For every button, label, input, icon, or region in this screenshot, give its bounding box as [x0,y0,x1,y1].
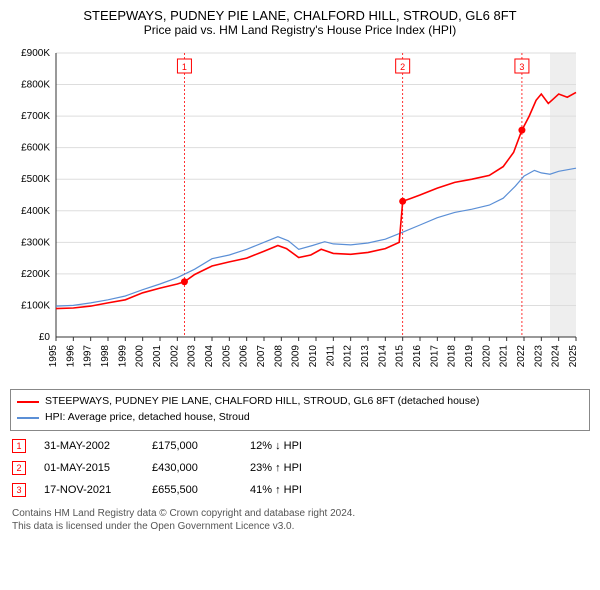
footnote: Contains HM Land Registry data © Crown c… [12,507,588,533]
sale-delta: 12% ↓ HPI [250,440,340,452]
chart-title: STEEPWAYS, PUDNEY PIE LANE, CHALFORD HIL… [8,8,592,23]
svg-text:2010: 2010 [308,345,319,368]
svg-text:£700K: £700K [21,111,50,122]
sale-row: 1 31-MAY-2002 £175,000 12% ↓ HPI [8,435,592,457]
svg-text:£100K: £100K [21,300,50,311]
svg-text:£300K: £300K [21,237,50,248]
svg-text:2006: 2006 [239,345,250,368]
sale-price: £655,500 [152,484,232,496]
svg-text:£900K: £900K [21,48,50,59]
svg-text:2011: 2011 [325,345,336,367]
svg-text:2016: 2016 [412,345,423,368]
svg-text:1995: 1995 [48,345,59,368]
svg-text:2001: 2001 [152,345,163,368]
svg-text:2007: 2007 [256,345,267,368]
sale-date: 31-MAY-2002 [44,440,134,452]
sale-delta: 41% ↑ HPI [250,484,340,496]
sale-price: £430,000 [152,462,232,474]
sale-row: 3 17-NOV-2021 £655,500 41% ↑ HPI [8,479,592,501]
svg-text:2004: 2004 [204,345,215,368]
line-chart-svg: £0 £100K £200K £300K £400K £500K £600K £700K £80… [8,43,588,383]
sale-price: £175,000 [152,440,232,452]
sale-marker-icon: 2 [12,461,26,475]
svg-text:2021: 2021 [499,345,510,368]
chart-area: £0 £100K £200K £300K £400K £500K £600K £700K £80… [8,43,588,383]
legend-swatch [17,417,39,419]
svg-text:£200K: £200K [21,269,50,280]
svg-text:£800K: £800K [21,80,50,91]
svg-text:2023: 2023 [533,345,544,368]
sale-date: 01-MAY-2015 [44,462,134,474]
svg-text:3: 3 [519,62,524,72]
svg-text:£600K: £600K [21,143,50,154]
svg-text:2: 2 [400,62,405,72]
legend-label: STEEPWAYS, PUDNEY PIE LANE, CHALFORD HIL… [45,394,479,410]
svg-text:2003: 2003 [187,345,198,368]
svg-text:2009: 2009 [291,345,302,368]
svg-text:1996: 1996 [65,345,76,368]
legend-swatch [17,401,39,403]
footnote-line: Contains HM Land Registry data © Crown c… [12,507,588,520]
svg-text:1: 1 [182,62,187,72]
svg-text:2008: 2008 [273,345,284,368]
svg-text:2015: 2015 [395,345,406,368]
svg-text:2017: 2017 [429,345,440,368]
svg-text:2025: 2025 [568,345,579,368]
svg-text:2000: 2000 [135,345,146,368]
sale-delta: 23% ↑ HPI [250,462,340,474]
chart-subtitle: Price paid vs. HM Land Registry's House … [8,23,592,37]
svg-text:2013: 2013 [360,345,371,368]
svg-text:2002: 2002 [169,345,180,368]
svg-text:£0: £0 [39,332,51,343]
sale-date: 17-NOV-2021 [44,484,134,496]
svg-text:2018: 2018 [447,345,458,368]
sales-table: 1 31-MAY-2002 £175,000 12% ↓ HPI 2 01-MAY-201… [8,435,592,501]
legend-label: HPI: Average price, detached house, Stro… [45,410,250,426]
svg-text:£400K: £400K [21,206,50,217]
svg-text:2020: 2020 [481,345,492,368]
sale-row: 2 01-MAY-2015 £430,000 23% ↑ HPI [8,457,592,479]
svg-text:2022: 2022 [516,345,527,368]
svg-text:1997: 1997 [83,345,94,368]
svg-text:2019: 2019 [464,345,475,368]
svg-text:2024: 2024 [551,345,562,368]
svg-text:£500K: £500K [21,174,50,185]
footnote-line: This data is licensed under the Open Gov… [12,520,588,533]
svg-text:1998: 1998 [100,345,111,368]
svg-text:2014: 2014 [377,345,388,368]
legend: STEEPWAYS, PUDNEY PIE LANE, CHALFORD HIL… [10,389,590,431]
legend-item-property: STEEPWAYS, PUDNEY PIE LANE, CHALFORD HIL… [17,394,583,410]
svg-text:2012: 2012 [343,345,354,368]
sale-marker-icon: 1 [12,439,26,453]
svg-text:1999: 1999 [117,345,128,368]
svg-text:2005: 2005 [221,345,232,368]
sale-marker-icon: 3 [12,483,26,497]
legend-item-hpi: HPI: Average price, detached house, Stro… [17,410,583,426]
